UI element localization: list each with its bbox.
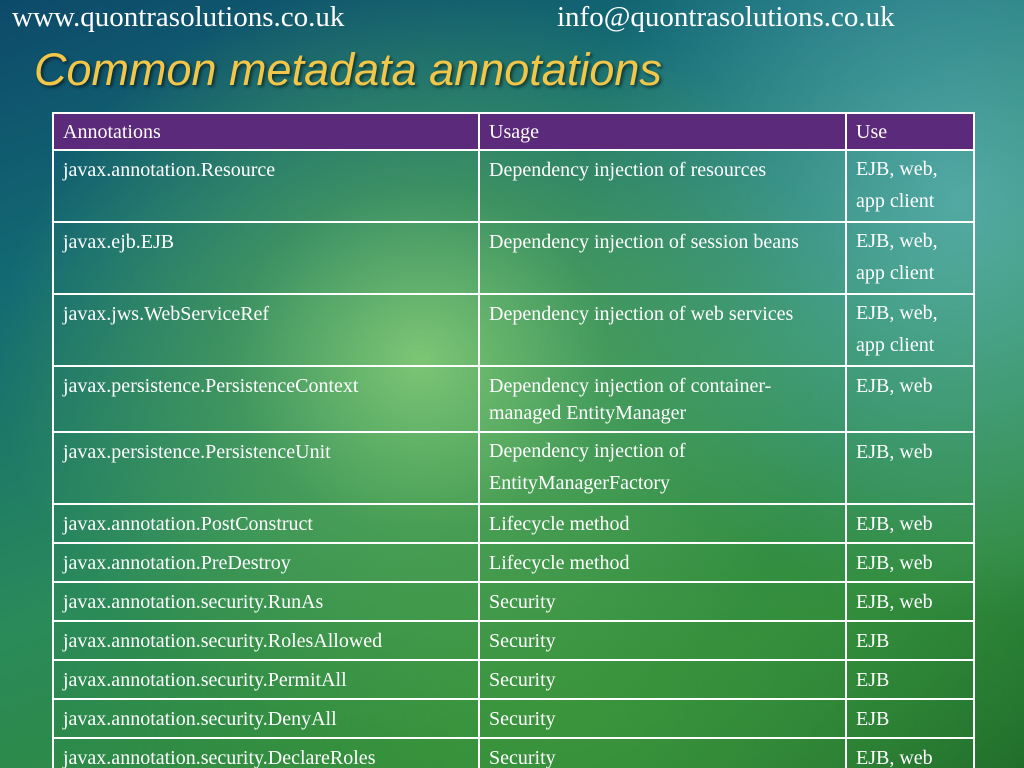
table-row: javax.ejb.EJB Dependency injection of se… — [52, 221, 975, 295]
table-row: javax.jws.WebServiceRef Dependency injec… — [52, 293, 975, 367]
usage-cell: Security — [478, 620, 847, 661]
use-cell: EJB — [845, 698, 975, 739]
column-header-annotations: Annotations — [52, 112, 480, 151]
use-cell: EJB, web — [845, 431, 975, 505]
use-cell: EJB, web — [845, 542, 975, 583]
usage-cell: Security — [478, 659, 847, 700]
use-cell: EJB, web, app client — [845, 221, 975, 295]
use-cell: EJB, web — [845, 503, 975, 544]
annotation-cell: javax.annotation.Resource — [52, 149, 480, 223]
use-cell: EJB — [845, 620, 975, 661]
website-link[interactable]: www.quontrasolutions.co.uk — [12, 1, 345, 33]
table-row: javax.annotation.security.RunAs Security… — [52, 581, 975, 622]
usage-cell: Security — [478, 698, 847, 739]
email-link[interactable]: info@quontrasolutions.co.uk — [557, 1, 895, 33]
usage-cell: Security — [478, 581, 847, 622]
table-row: javax.annotation.Resource Dependency inj… — [52, 149, 975, 223]
table-row: javax.persistence.PersistenceUnit Depend… — [52, 431, 975, 505]
table-row: javax.annotation.security.DeclareRoles S… — [52, 737, 975, 768]
slide-title: Common metadata annotations — [34, 44, 662, 95]
annotation-cell: javax.annotation.PreDestroy — [52, 542, 480, 583]
annotations-table-container: Annotations Usage Use javax.annotation.R… — [52, 112, 975, 768]
usage-cell: Security — [478, 737, 847, 768]
annotations-table: Annotations Usage Use javax.annotation.R… — [52, 112, 975, 768]
use-cell: EJB, web, app client — [845, 293, 975, 367]
use-cell: EJB, web — [845, 365, 975, 433]
annotation-cell: javax.persistence.PersistenceUnit — [52, 431, 480, 505]
use-cell: EJB, web, app client — [845, 149, 975, 223]
table-row: javax.persistence.PersistenceContext Dep… — [52, 365, 975, 433]
annotation-cell: javax.annotation.security.DeclareRoles — [52, 737, 480, 768]
table-header-row: Annotations Usage Use — [52, 112, 975, 151]
usage-cell: Dependency injection of web services — [478, 293, 847, 367]
usage-cell: Dependency injection of resources — [478, 149, 847, 223]
usage-cell: Dependency injection of session beans — [478, 221, 847, 295]
usage-cell: Lifecycle method — [478, 503, 847, 544]
annotation-cell: javax.ejb.EJB — [52, 221, 480, 295]
usage-cell: Dependency injection of EntityManagerFac… — [478, 431, 847, 505]
annotation-cell: javax.annotation.security.PermitAll — [52, 659, 480, 700]
annotation-cell: javax.annotation.security.DenyAll — [52, 698, 480, 739]
annotation-cell: javax.annotation.security.RolesAllowed — [52, 620, 480, 661]
annotation-cell: javax.jws.WebServiceRef — [52, 293, 480, 367]
table-row: javax.annotation.PreDestroy Lifecycle me… — [52, 542, 975, 583]
annotation-cell: javax.persistence.PersistenceContext — [52, 365, 480, 433]
table-row: javax.annotation.security.DenyAll Securi… — [52, 698, 975, 739]
annotation-cell: javax.annotation.security.RunAs — [52, 581, 480, 622]
column-header-use: Use — [845, 112, 975, 151]
use-cell: EJB, web — [845, 581, 975, 622]
table-row: javax.annotation.security.PermitAll Secu… — [52, 659, 975, 700]
table-row: javax.annotation.PostConstruct Lifecycle… — [52, 503, 975, 544]
annotation-cell: javax.annotation.PostConstruct — [52, 503, 480, 544]
use-cell: EJB — [845, 659, 975, 700]
usage-cell: Lifecycle method — [478, 542, 847, 583]
table-row: javax.annotation.security.RolesAllowed S… — [52, 620, 975, 661]
use-cell: EJB, web — [845, 737, 975, 768]
usage-cell: Dependency injection of container-manage… — [478, 365, 847, 433]
column-header-usage: Usage — [478, 112, 847, 151]
